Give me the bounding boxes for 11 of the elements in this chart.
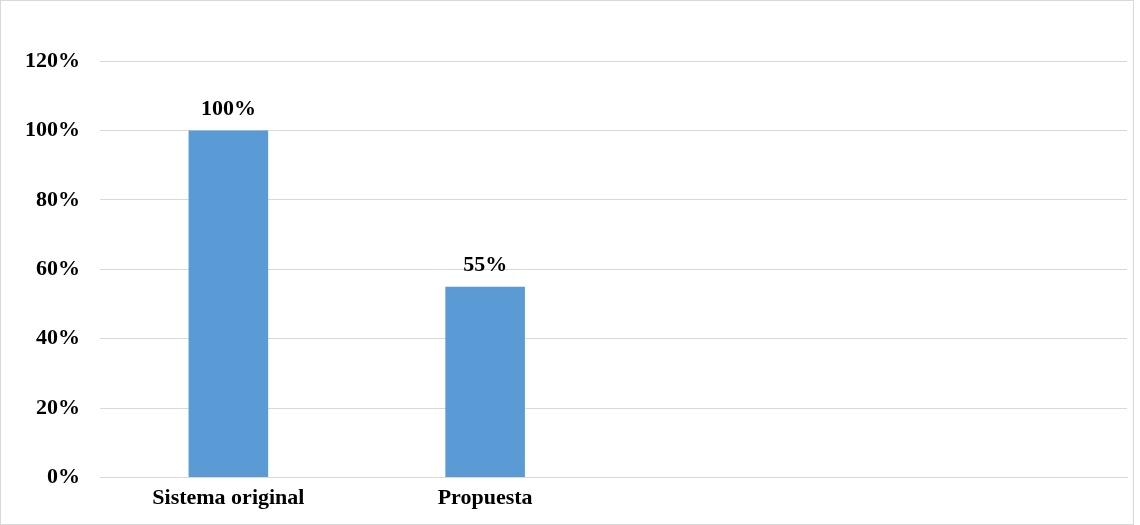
y-tick-label: 120%	[25, 46, 80, 72]
y-tick-label: 40%	[36, 324, 80, 350]
x-tick-label: Sistema original	[152, 484, 305, 510]
y-tick-label: 60%	[36, 254, 80, 280]
x-tick-label: Propuesta	[437, 484, 533, 510]
y-tick-label: 20%	[36, 393, 80, 419]
data-label: 100%	[200, 95, 256, 121]
y-tick-label: 100%	[25, 116, 80, 142]
data-label: 55%	[463, 251, 508, 277]
y-tick-label: 80%	[36, 185, 80, 211]
y-tick-label: 0%	[47, 463, 80, 489]
